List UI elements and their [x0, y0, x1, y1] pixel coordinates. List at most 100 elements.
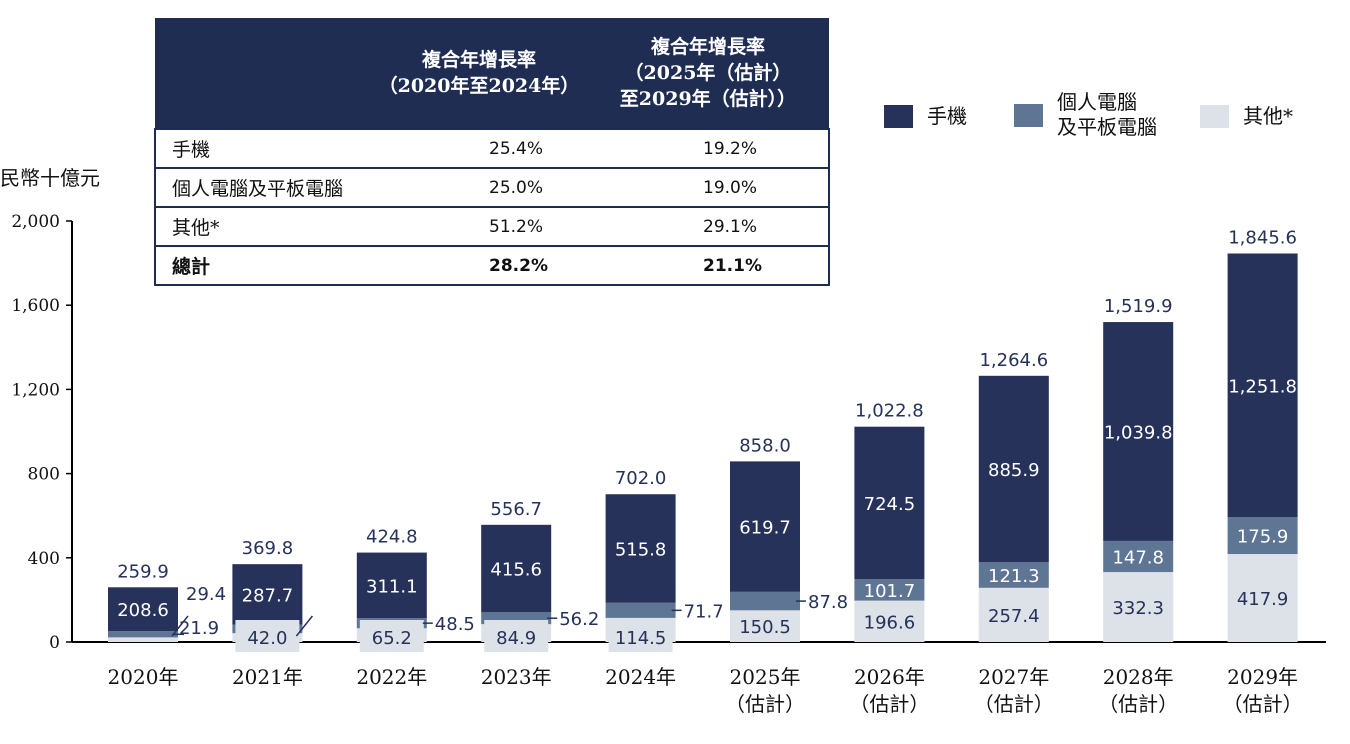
x-tick-label: （估計）: [849, 692, 929, 716]
bar-segment: [854, 426, 925, 580]
data-label-mobile: 287.7: [242, 585, 294, 606]
x-tick-label: 2026年: [854, 665, 925, 689]
data-label-mobile: 311.1: [366, 576, 418, 597]
data-label-pc: 121.3: [988, 566, 1040, 587]
total-label: 858.0: [739, 435, 791, 456]
legend-swatch: [884, 105, 913, 128]
legend-item-pc-tablet: 個人電腦 及平板電腦: [1014, 90, 1157, 140]
legend-swatch: [1014, 103, 1043, 127]
bar-segment: [854, 600, 925, 642]
x-tick-label: 2028年: [1103, 665, 1174, 689]
data-label-pc: 48.5: [435, 614, 475, 635]
data-label-pc: 87.8: [808, 592, 848, 613]
y-tick-label: 1,200: [11, 380, 60, 400]
table-header-blank: [155, 18, 371, 129]
data-label-mobile: 208.6: [117, 600, 169, 621]
table-row: 其他* 51.2% 29.1%: [155, 206, 829, 246]
x-tick-label: 2027年: [978, 665, 1049, 689]
row-label: 個人電腦及平板電腦: [155, 167, 371, 207]
x-tick-label: 2029年: [1227, 665, 1298, 689]
header-line: 至2029年（估計））: [619, 88, 797, 110]
table-row: 手機 25.4% 19.2%: [155, 128, 829, 168]
legend-item-other: 其他*: [1200, 104, 1293, 129]
table-row: 個人電腦及平板電腦 25.0% 19.0%: [155, 167, 829, 207]
data-label-other: 332.3: [1112, 598, 1164, 619]
cagr-value: 25.4%: [371, 128, 587, 168]
x-tick-label: （估計）: [974, 692, 1054, 716]
legend-label: 手機: [927, 104, 967, 128]
bar-segment: [232, 564, 303, 625]
y-tick-label: 1,600: [11, 296, 60, 316]
cagr-value: 25.0%: [371, 167, 587, 207]
bar-segment: [978, 375, 1049, 563]
total-label: 1,519.9: [1104, 296, 1173, 317]
cagr-value: 19.0%: [587, 167, 829, 207]
table-row-total: 總計 28.2% 21.1%: [155, 245, 829, 286]
legend: 手機 個人電腦 及平板電腦 其他*: [884, 88, 1324, 144]
bar-segment: [1227, 253, 1298, 518]
data-label-mobile: 515.8: [615, 540, 667, 561]
y-tick-label: 400: [28, 549, 60, 569]
total-label: 556.7: [490, 499, 542, 520]
total-label: 1,264.6: [979, 350, 1048, 371]
data-label-other: 150.5: [739, 617, 791, 638]
row-label: 總計: [155, 245, 371, 286]
leader-line: [171, 615, 189, 637]
legend-item-mobile: 手機: [884, 104, 967, 129]
table-header-cagr-2025-2029: 複合年增長率 （2025年（估計） 至2029年（估計））: [587, 18, 829, 129]
x-tick-label: （估計）: [1098, 692, 1178, 716]
bar-segment: [1103, 572, 1174, 642]
data-label-other: 257.4: [988, 606, 1040, 627]
header-line: 複合年增長率: [421, 49, 536, 71]
total-label: 424.8: [366, 527, 418, 548]
bar-segment: [108, 631, 178, 638]
x-tick-label: 2023年: [481, 665, 552, 689]
total-label: 259.9: [117, 561, 169, 582]
data-label-mobile: 885.9: [988, 460, 1040, 481]
data-label-other: 196.6: [864, 612, 916, 633]
header-line: （2025年（估計）: [624, 62, 792, 84]
data-label-mobile: 724.5: [864, 494, 916, 515]
bar-segment: [978, 562, 1049, 588]
row-label: 其他*: [155, 206, 371, 246]
row-label: 手機: [155, 128, 371, 168]
x-tick-label: 2024年: [605, 665, 676, 689]
data-label-pc: 175.9: [1237, 527, 1289, 548]
data-label-pc: 56.2: [559, 609, 599, 630]
header-line: （2020年至2024年）: [378, 75, 580, 97]
bar-segment: [730, 610, 800, 642]
data-label-other: 65.2: [372, 628, 412, 649]
bar-segment: [108, 637, 178, 642]
cagr-value: 19.2%: [587, 128, 829, 168]
label-background: [484, 620, 549, 652]
header-line: 複合年增長率: [650, 36, 765, 58]
table-header-cagr-2020-2024: 複合年增長率 （2020年至2024年）: [371, 18, 587, 129]
x-tick-label: 2025年: [730, 665, 801, 689]
bar-segment: [1227, 517, 1298, 555]
y-tick-label: 800: [28, 465, 60, 485]
data-label-other: 84.9: [496, 628, 536, 649]
x-tick-label: 2020年: [108, 665, 179, 689]
label-background: [235, 620, 300, 652]
bar-segment: [481, 524, 552, 613]
x-tick-label: （估計）: [725, 692, 805, 716]
bar-segment: [605, 602, 676, 618]
total-label: 1,845.6: [1228, 228, 1297, 249]
cagr-table: 複合年增長率 （2020年至2024年） 複合年增長率 （2025年（估計） 至…: [154, 18, 830, 286]
x-tick-label: 2021年: [232, 665, 303, 689]
bar-segment: [1103, 540, 1174, 573]
data-label-pc: 71.7: [684, 601, 724, 622]
label-background: [359, 620, 424, 652]
x-tick-label: （估計）: [1223, 692, 1303, 716]
y-tick-label: 0: [49, 633, 60, 653]
total-label: 369.8: [242, 538, 294, 559]
bar-segment: [1227, 554, 1298, 642]
cagr-value: 29.1%: [587, 206, 829, 246]
bar-segment: [108, 587, 178, 632]
bar-segment: [605, 494, 676, 603]
data-label-other: 21.9: [179, 618, 219, 639]
bar-segment: [356, 552, 427, 619]
cagr-value: 51.2%: [371, 206, 587, 246]
leader-line: [295, 615, 313, 637]
